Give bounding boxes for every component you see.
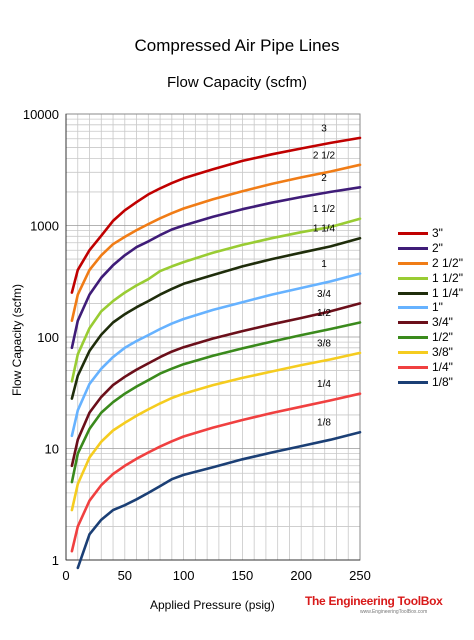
brand-url: www.EngineeringToolBox.com xyxy=(360,609,428,615)
series-line-1 xyxy=(70,136,362,294)
legend-label: 3" xyxy=(432,226,443,240)
legend-swatch xyxy=(398,380,428,384)
legend-label: 1/2" xyxy=(432,330,453,345)
legend-label: 1 1/4" xyxy=(432,285,463,300)
legend-label: 2" xyxy=(432,240,443,255)
series-inline-label: 1/4 xyxy=(317,379,331,390)
y-tick-label: 100 xyxy=(37,330,59,345)
series-inline-label: 1/2 xyxy=(317,308,331,319)
y-tick-label: 10000 xyxy=(23,107,59,122)
legend-swatch xyxy=(398,351,428,355)
y-tick-label: 1 xyxy=(52,553,59,568)
legend-swatch xyxy=(398,366,428,370)
chart-tick-labels: 0 50 100 150 200 250 1 10 100 1000 10000 xyxy=(23,107,371,583)
y-axis-label: Flow Capacity (scfm) xyxy=(10,283,24,397)
series-line-8 xyxy=(70,321,362,484)
x-axis-label: Applied Pressure (psig) xyxy=(150,598,275,612)
brand-logo-text: The Engineering ToolBox xyxy=(305,594,443,608)
series-inline-label: 2 1/2 xyxy=(313,150,336,161)
series-inline-label: 3 xyxy=(321,123,327,134)
legend-label: 2 1/2" xyxy=(432,255,463,270)
series-line-3 xyxy=(70,163,362,322)
series-line-11 xyxy=(76,430,362,570)
series-line-5 xyxy=(70,236,362,400)
legend-swatch xyxy=(398,276,428,280)
series-line-7 xyxy=(70,302,362,468)
legend-label: 3/4" xyxy=(432,315,453,330)
legend-swatch xyxy=(398,246,428,250)
series-line-4 xyxy=(70,217,362,383)
series-line-9 xyxy=(70,351,362,512)
legend-swatch xyxy=(398,321,428,325)
chart-subtitle: Flow Capacity (scfm) xyxy=(166,74,308,91)
legend-label: 1 1/2" xyxy=(432,270,463,285)
series-line-6 xyxy=(70,272,362,438)
chart-axes xyxy=(65,113,361,561)
legend-label: 1" xyxy=(432,300,443,315)
series-inline-label: 2 xyxy=(321,173,327,184)
series-inline-label: 1 1/4 xyxy=(313,224,336,235)
x-tick-label: 50 xyxy=(118,568,132,583)
legend-swatch xyxy=(398,261,428,265)
x-tick-label: 200 xyxy=(290,568,312,583)
y-tick-label: 10 xyxy=(45,442,59,457)
series-inline-label: 3/8 xyxy=(317,338,331,349)
x-tick-label: 100 xyxy=(173,568,195,583)
x-tick-label: 0 xyxy=(62,568,69,583)
series-inline-label: 1/8 xyxy=(317,418,331,429)
series-inline-label: 1 1/2 xyxy=(313,204,336,215)
legend-swatch xyxy=(398,291,428,295)
legend-swatch xyxy=(398,336,428,340)
series-line-2 xyxy=(70,186,362,350)
series-inline-label: 3/4 xyxy=(317,289,331,300)
chart-series-labels: 3 2 2 1/2 1 1/2 1 1/4 1 3/4 1/2 3/8 1/4 1/8 xyxy=(313,123,336,428)
chart-title: Compressed Air Pipe Lines xyxy=(134,36,340,55)
legend-label: 1/8" xyxy=(432,374,453,389)
x-tick-label: 150 xyxy=(232,568,254,583)
series-line-10 xyxy=(70,392,362,553)
chart-series-lines xyxy=(70,136,362,570)
legend-swatch xyxy=(398,306,428,310)
legend-label: 1/4" xyxy=(432,360,453,375)
x-tick-label: 250 xyxy=(349,568,371,583)
legend-swatch xyxy=(398,232,428,235)
series-inline-label: 1 xyxy=(321,259,327,270)
legend-label: 3/8" xyxy=(432,345,453,360)
y-tick-label: 1000 xyxy=(30,219,59,234)
chart-grid xyxy=(66,114,360,560)
